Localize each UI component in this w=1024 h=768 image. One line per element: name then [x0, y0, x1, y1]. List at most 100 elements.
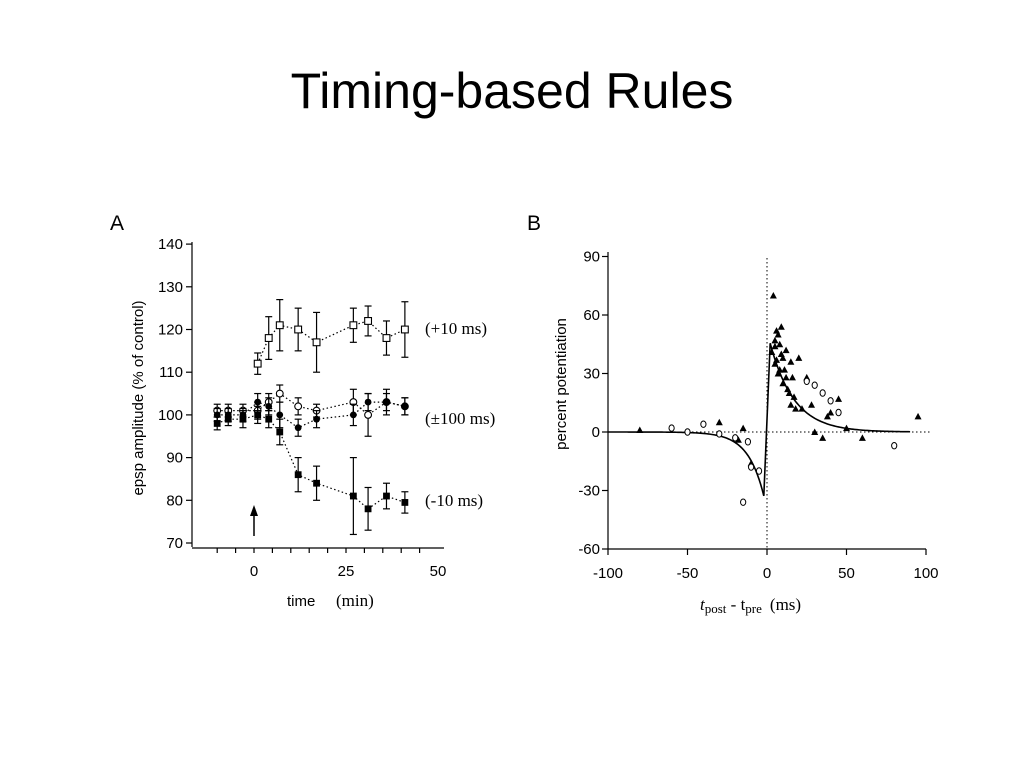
data-point: [253, 359, 262, 368]
y-tick-label: 0: [592, 424, 600, 441]
data-point: [891, 441, 898, 450]
y-tick-label: 140: [158, 236, 183, 253]
data-point: [785, 389, 793, 396]
data-point: [349, 321, 358, 330]
x-tick-label: 0: [763, 565, 771, 582]
x-tick-label: 50: [838, 565, 855, 582]
panel-b-chart: B -60 -30 0 30 60 90 -100 -50 0 50 100 percent pot…: [527, 212, 939, 616]
x-tick-label: 25: [338, 563, 355, 580]
data-point: [771, 336, 779, 344]
data-point: [827, 409, 835, 416]
data-point: [364, 398, 372, 406]
data-point: [383, 492, 390, 500]
data-point: [716, 430, 723, 438]
legend-minus10: (-10 ms): [425, 491, 483, 510]
y-tick-label: -60: [578, 541, 600, 558]
data-point: [276, 428, 284, 436]
y-tick-label: 90: [583, 249, 600, 266]
x-tick-label: 0: [250, 563, 258, 580]
y-tick-label: 110: [159, 364, 183, 381]
data-point: [265, 402, 273, 410]
data-point: [313, 479, 320, 487]
y-tick-label: 60: [583, 307, 600, 324]
data-point: [265, 415, 273, 423]
data-point: [732, 434, 739, 442]
legend-pm100: (±100 ms): [425, 409, 495, 428]
data-point: [364, 410, 373, 419]
data-point: [275, 321, 284, 330]
y-tick-label: 30: [583, 366, 600, 383]
fit-curve-join: [763, 343, 771, 496]
data-point: [792, 405, 800, 412]
data-point: [264, 334, 273, 342]
legend-plus10: (+10 ms): [425, 319, 487, 338]
data-point: [782, 346, 790, 354]
data-point: [254, 411, 262, 419]
y-tick-label: 70: [166, 535, 183, 552]
data-point: [769, 292, 777, 299]
panel-a-letter: A: [110, 212, 124, 235]
data-point: [827, 397, 834, 405]
data-point: [755, 467, 763, 475]
data-point: [294, 424, 302, 432]
data-point: [684, 428, 691, 436]
series-filled-square: [213, 405, 409, 536]
data-point: [349, 411, 357, 419]
data-point: [779, 379, 787, 387]
series-line: [216, 414, 406, 510]
data-point: [383, 398, 390, 406]
data-point: [819, 434, 827, 441]
data-point: [835, 395, 843, 402]
x-tick-label: -100: [593, 565, 623, 582]
data-point: [795, 354, 803, 361]
data-point: [823, 412, 831, 420]
data-point: [819, 389, 826, 397]
data-point: [668, 424, 675, 432]
data-point: [798, 405, 806, 412]
panel-b-letter: B: [527, 212, 541, 235]
y-tick-label: 130: [158, 279, 183, 296]
data-point: [776, 366, 784, 373]
data-point: [401, 402, 409, 410]
x-tick-label: -50: [677, 565, 699, 582]
data-point: [858, 434, 866, 441]
data-point: [312, 338, 321, 347]
data-point: [835, 408, 842, 417]
y-tick-label: 90: [166, 450, 183, 467]
data-point: [768, 348, 776, 356]
data-point: [787, 401, 795, 408]
data-point: [771, 360, 779, 367]
y-tick-label: -30: [578, 483, 600, 500]
y-tick-label: 80: [166, 492, 183, 509]
y-tick-label: 120: [158, 322, 183, 339]
data-point: [782, 373, 790, 381]
data-point: [700, 420, 707, 428]
data-point: [213, 420, 221, 427]
data-point: [773, 356, 781, 363]
data-point: [715, 418, 723, 426]
data-point: [779, 354, 787, 361]
data-point: [224, 415, 232, 423]
data-point: [275, 389, 284, 398]
data-point: [401, 499, 409, 506]
series-open-square: [253, 299, 409, 375]
data-point: [808, 401, 816, 408]
data-point: [803, 377, 810, 385]
data-point: [276, 411, 284, 419]
data-point: [364, 317, 373, 325]
data-point: [294, 325, 303, 334]
data-point: [744, 438, 752, 446]
data-point: [364, 505, 372, 513]
data-point: [239, 415, 247, 423]
series-open-circle: [668, 377, 898, 506]
data-point: [740, 498, 747, 506]
data-point: [382, 334, 391, 342]
data-point: [349, 492, 357, 500]
data-point: [774, 370, 782, 377]
data-point: [294, 471, 302, 479]
data-point: [636, 426, 644, 434]
panel-a-ylabel: epsp amplitude (% of control): [130, 300, 147, 495]
data-point: [788, 373, 796, 381]
x-tick-label: 100: [913, 565, 938, 582]
